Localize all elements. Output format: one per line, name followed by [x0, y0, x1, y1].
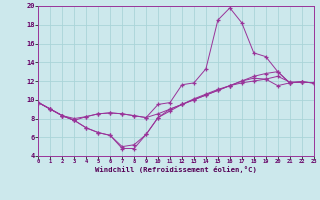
- X-axis label: Windchill (Refroidissement éolien,°C): Windchill (Refroidissement éolien,°C): [95, 166, 257, 173]
